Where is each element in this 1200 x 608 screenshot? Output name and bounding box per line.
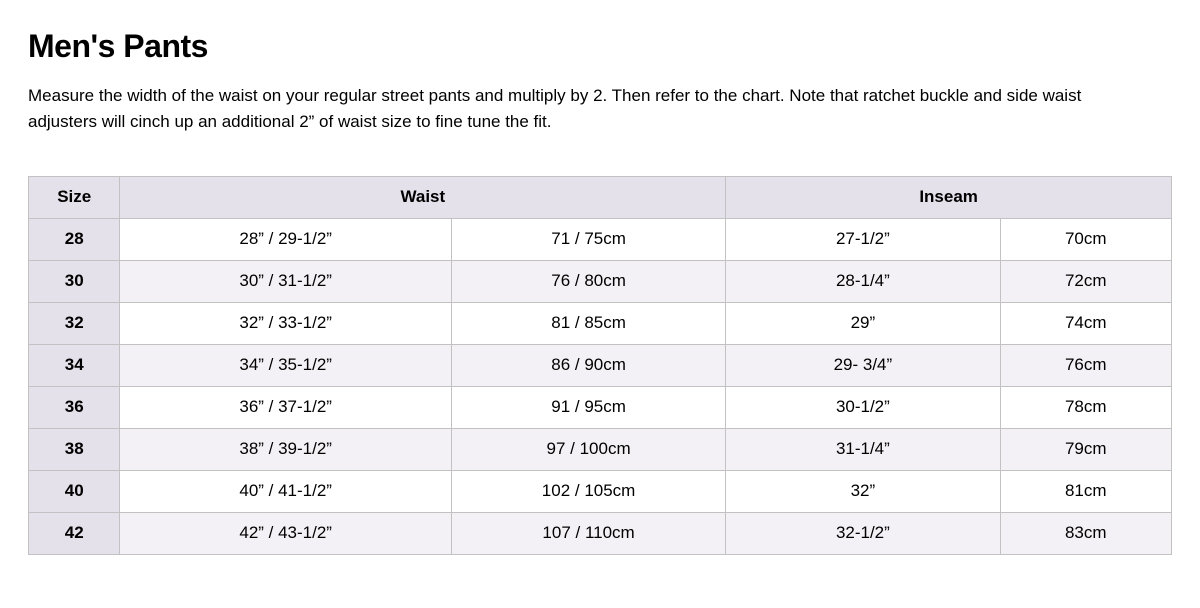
- table-row: 4040” / 41-1/2”102 / 105cm32”81cm: [29, 470, 1172, 512]
- col-size: Size: [29, 176, 120, 218]
- cell-waist-cm: 102 / 105cm: [451, 470, 725, 512]
- cell-waist-in: 38” / 39-1/2”: [120, 428, 451, 470]
- page-title: Men's Pants: [28, 28, 1172, 65]
- cell-waist-cm: 81 / 85cm: [451, 302, 725, 344]
- cell-size: 32: [29, 302, 120, 344]
- cell-waist-cm: 107 / 110cm: [451, 512, 725, 554]
- cell-inseam-in: 29- 3/4”: [726, 344, 1000, 386]
- table-row: 3232” / 33-1/2”81 / 85cm29”74cm: [29, 302, 1172, 344]
- cell-inseam-cm: 72cm: [1000, 260, 1171, 302]
- cell-waist-cm: 71 / 75cm: [451, 218, 725, 260]
- cell-inseam-in: 27-1/2”: [726, 218, 1000, 260]
- cell-size: 38: [29, 428, 120, 470]
- cell-waist-in: 32” / 33-1/2”: [120, 302, 451, 344]
- cell-waist-cm: 76 / 80cm: [451, 260, 725, 302]
- table-row: 3030” / 31-1/2”76 / 80cm28-1/4”72cm: [29, 260, 1172, 302]
- cell-inseam-cm: 81cm: [1000, 470, 1171, 512]
- cell-size: 40: [29, 470, 120, 512]
- cell-inseam-cm: 83cm: [1000, 512, 1171, 554]
- col-inseam: Inseam: [726, 176, 1172, 218]
- cell-inseam-in: 32-1/2”: [726, 512, 1000, 554]
- cell-inseam-in: 30-1/2”: [726, 386, 1000, 428]
- cell-waist-in: 34” / 35-1/2”: [120, 344, 451, 386]
- cell-size: 36: [29, 386, 120, 428]
- page-description: Measure the width of the waist on your r…: [28, 83, 1148, 136]
- cell-inseam-cm: 79cm: [1000, 428, 1171, 470]
- cell-size: 30: [29, 260, 120, 302]
- cell-inseam-cm: 74cm: [1000, 302, 1171, 344]
- cell-inseam-cm: 76cm: [1000, 344, 1171, 386]
- size-chart-table: Size Waist Inseam 2828” / 29-1/2”71 / 75…: [28, 176, 1172, 555]
- table-row: 4242” / 43-1/2”107 / 110cm32-1/2”83cm: [29, 512, 1172, 554]
- cell-inseam-in: 31-1/4”: [726, 428, 1000, 470]
- table-row: 3636” / 37-1/2”91 / 95cm30-1/2”78cm: [29, 386, 1172, 428]
- cell-waist-cm: 86 / 90cm: [451, 344, 725, 386]
- table-row: 2828” / 29-1/2”71 / 75cm27-1/2”70cm: [29, 218, 1172, 260]
- table-row: 3434” / 35-1/2”86 / 90cm29- 3/4”76cm: [29, 344, 1172, 386]
- cell-inseam-cm: 70cm: [1000, 218, 1171, 260]
- cell-waist-cm: 97 / 100cm: [451, 428, 725, 470]
- cell-inseam-cm: 78cm: [1000, 386, 1171, 428]
- cell-size: 28: [29, 218, 120, 260]
- table-row: 3838” / 39-1/2”97 / 100cm31-1/4”79cm: [29, 428, 1172, 470]
- cell-inseam-in: 28-1/4”: [726, 260, 1000, 302]
- cell-waist-in: 40” / 41-1/2”: [120, 470, 451, 512]
- cell-inseam-in: 29”: [726, 302, 1000, 344]
- cell-waist-in: 36” / 37-1/2”: [120, 386, 451, 428]
- cell-waist-in: 30” / 31-1/2”: [120, 260, 451, 302]
- cell-size: 34: [29, 344, 120, 386]
- table-header-row: Size Waist Inseam: [29, 176, 1172, 218]
- col-waist: Waist: [120, 176, 726, 218]
- cell-waist-in: 42” / 43-1/2”: [120, 512, 451, 554]
- cell-waist-in: 28” / 29-1/2”: [120, 218, 451, 260]
- cell-waist-cm: 91 / 95cm: [451, 386, 725, 428]
- cell-inseam-in: 32”: [726, 470, 1000, 512]
- cell-size: 42: [29, 512, 120, 554]
